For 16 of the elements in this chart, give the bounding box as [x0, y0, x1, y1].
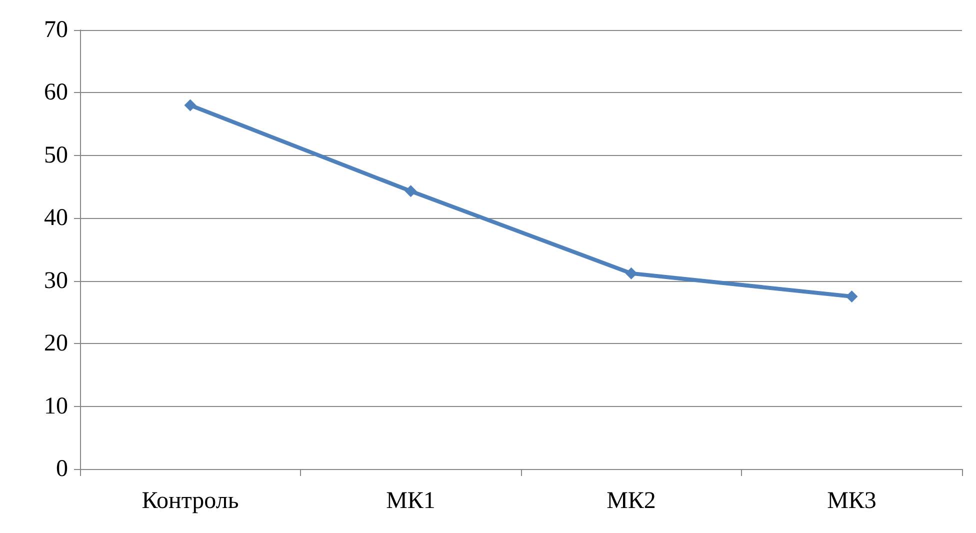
y-tick-label: 20 — [44, 330, 68, 357]
y-tick-label: 40 — [44, 205, 68, 232]
y-tick-label: 60 — [44, 80, 68, 106]
x-tick-label: МК2 — [606, 488, 656, 514]
point — [404, 185, 417, 198]
y-tick-label: 70 — [44, 17, 68, 43]
point — [184, 99, 196, 112]
y-tick-label: 50 — [44, 142, 68, 168]
y-tick-label: 30 — [44, 268, 68, 294]
y-tick-label: 0 — [56, 456, 68, 482]
x-tick-label: МК3 — [827, 488, 876, 514]
x-tick-label: Контроль — [142, 488, 239, 514]
x-tick-label: МК1 — [386, 488, 436, 514]
point — [846, 290, 858, 303]
y-tick-label: 10 — [44, 393, 68, 420]
point — [625, 267, 638, 280]
